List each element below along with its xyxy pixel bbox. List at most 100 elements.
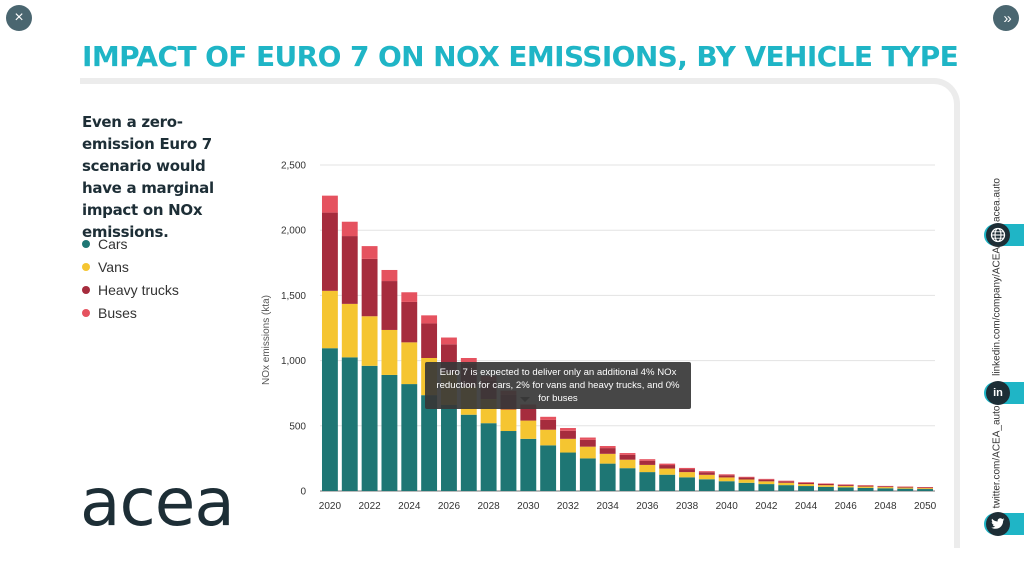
bar-segment-heavy-trucks[interactable]: [321, 212, 338, 291]
bar-segment-cars[interactable]: [778, 485, 795, 491]
bar-segment-heavy-trucks[interactable]: [698, 472, 715, 475]
bar-segment-cars[interactable]: [381, 374, 398, 491]
bar-segment-vans[interactable]: [897, 487, 914, 489]
bar-segment-heavy-trucks[interactable]: [540, 419, 557, 430]
bar-segment-buses[interactable]: [361, 246, 378, 259]
bar-segment-vans[interactable]: [341, 303, 358, 358]
bar-segment-heavy-trucks[interactable]: [619, 454, 636, 460]
bar-segment-buses[interactable]: [441, 337, 457, 345]
bar-segment-heavy-trucks[interactable]: [560, 430, 576, 439]
bar-segment-buses[interactable]: [381, 269, 398, 282]
bar-segment-vans[interactable]: [679, 472, 695, 478]
bar-segment-heavy-trucks[interactable]: [639, 460, 656, 465]
bar-segment-cars[interactable]: [857, 487, 874, 491]
bar-segment-buses[interactable]: [679, 467, 695, 470]
bar-segment-buses[interactable]: [778, 480, 795, 482]
bar-segment-heavy-trucks[interactable]: [798, 482, 814, 485]
bar-segment-cars[interactable]: [361, 365, 378, 491]
bar-segment-vans[interactable]: [798, 484, 814, 487]
bar-segment-cars[interactable]: [441, 404, 457, 491]
bar-segment-cars[interactable]: [877, 488, 894, 491]
next-slide-button[interactable]: »: [993, 5, 1019, 31]
bar-segment-vans[interactable]: [540, 429, 557, 446]
website-link[interactable]: [984, 223, 1024, 247]
bar-segment-heavy-trucks[interactable]: [778, 481, 795, 483]
bar-segment-vans[interactable]: [401, 342, 418, 385]
bar-segment-cars[interactable]: [401, 384, 418, 491]
bar-segment-heavy-trucks[interactable]: [520, 408, 537, 421]
bar-segment-buses[interactable]: [798, 482, 814, 483]
bar-segment-buses[interactable]: [718, 474, 735, 476]
bar-segment-heavy-trucks[interactable]: [718, 475, 735, 478]
bar-segment-cars[interactable]: [480, 423, 497, 491]
bar-segment-vans[interactable]: [619, 459, 636, 469]
linkedin-link[interactable]: in: [984, 381, 1024, 405]
bar-segment-buses[interactable]: [857, 485, 874, 486]
bar-segment-buses[interactable]: [659, 463, 676, 466]
bar-segment-heavy-trucks[interactable]: [381, 281, 398, 330]
bar-segment-cars[interactable]: [817, 486, 834, 491]
bar-segment-buses[interactable]: [758, 478, 775, 480]
bar-segment-vans[interactable]: [321, 290, 338, 349]
bar-segment-buses[interactable]: [560, 428, 576, 431]
bar-segment-heavy-trucks[interactable]: [877, 486, 894, 488]
bar-segment-vans[interactable]: [718, 477, 735, 482]
bar-segment-cars[interactable]: [679, 477, 695, 491]
bar-segment-cars[interactable]: [718, 481, 735, 491]
bar-segment-buses[interactable]: [579, 437, 596, 440]
bar-segment-heavy-trucks[interactable]: [421, 323, 438, 358]
bar-segment-vans[interactable]: [817, 485, 834, 487]
bar-segment-heavy-trucks[interactable]: [599, 448, 616, 454]
bar-segment-cars[interactable]: [560, 452, 576, 491]
bar-segment-cars[interactable]: [659, 474, 676, 491]
bar-segment-heavy-trucks[interactable]: [679, 469, 695, 473]
bar-segment-vans[interactable]: [877, 487, 894, 489]
bar-segment-vans[interactable]: [599, 453, 616, 464]
bar-segment-cars[interactable]: [341, 357, 358, 491]
bar-segment-buses[interactable]: [599, 446, 616, 449]
bar-segment-cars[interactable]: [738, 482, 755, 491]
bar-segment-heavy-trucks[interactable]: [917, 487, 934, 489]
bar-segment-heavy-trucks[interactable]: [738, 477, 755, 480]
bar-segment-vans[interactable]: [698, 474, 715, 480]
bar-segment-vans[interactable]: [857, 486, 874, 488]
bar-segment-vans[interactable]: [579, 446, 596, 459]
bar-segment-buses[interactable]: [639, 459, 656, 461]
bar-segment-cars[interactable]: [579, 458, 596, 491]
bar-segment-cars[interactable]: [619, 468, 636, 491]
bar-segment-buses[interactable]: [321, 195, 338, 213]
bar-segment-cars[interactable]: [639, 472, 656, 491]
bar-segment-vans[interactable]: [659, 468, 676, 475]
bar-segment-buses[interactable]: [698, 471, 715, 473]
bar-segment-heavy-trucks[interactable]: [341, 236, 358, 304]
bar-segment-cars[interactable]: [321, 348, 338, 491]
bar-segment-cars[interactable]: [698, 479, 715, 491]
bar-segment-buses[interactable]: [738, 476, 755, 478]
bar-segment-vans[interactable]: [381, 329, 398, 375]
bar-segment-vans[interactable]: [500, 409, 517, 432]
bar-segment-cars[interactable]: [460, 414, 477, 491]
bar-segment-cars[interactable]: [421, 395, 438, 491]
bar-segment-vans[interactable]: [361, 316, 378, 366]
bar-segment-cars[interactable]: [520, 438, 537, 491]
bar-segment-buses[interactable]: [619, 453, 636, 455]
bar-segment-heavy-trucks[interactable]: [817, 483, 834, 486]
bar-segment-buses[interactable]: [540, 416, 557, 420]
bar-segment-buses[interactable]: [401, 292, 418, 302]
bar-segment-heavy-trucks[interactable]: [857, 485, 874, 487]
bar-segment-heavy-trucks[interactable]: [401, 301, 418, 343]
bar-segment-vans[interactable]: [917, 488, 934, 490]
bar-segment-heavy-trucks[interactable]: [897, 486, 914, 488]
bar-segment-cars[interactable]: [599, 463, 616, 491]
bar-segment-cars[interactable]: [837, 487, 854, 491]
bar-segment-buses[interactable]: [837, 484, 854, 485]
bar-segment-cars[interactable]: [897, 488, 914, 491]
bar-segment-vans[interactable]: [560, 438, 576, 453]
bar-segment-buses[interactable]: [460, 357, 477, 364]
bar-segment-vans[interactable]: [758, 481, 775, 485]
bar-segment-buses[interactable]: [817, 483, 834, 484]
bar-segment-buses[interactable]: [421, 315, 438, 324]
bar-segment-heavy-trucks[interactable]: [659, 465, 676, 469]
bar-segment-vans[interactable]: [778, 482, 795, 486]
bar-segment-buses[interactable]: [341, 221, 358, 237]
